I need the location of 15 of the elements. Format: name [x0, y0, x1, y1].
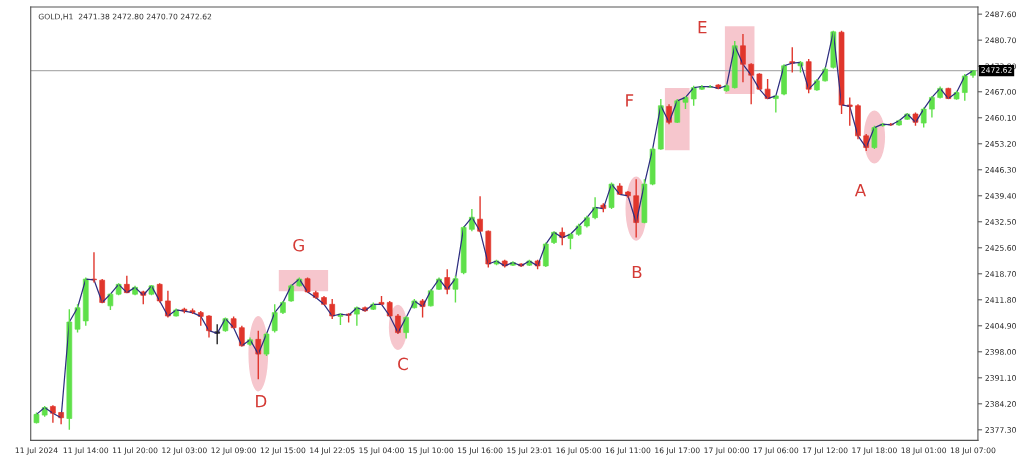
- candlestick: [608, 181, 615, 210]
- annotation: B: [632, 265, 642, 279]
- candlestick: [838, 30, 845, 115]
- annotation: C: [398, 357, 408, 371]
- candlestick: [920, 106, 927, 129]
- candlestick: [452, 274, 459, 304]
- annotation: E: [698, 21, 707, 34]
- candlestick: [871, 125, 878, 150]
- annotation: A: [854, 184, 867, 197]
- candlestick: [263, 331, 270, 357]
- annotation: G: [293, 238, 304, 252]
- candlestick: [846, 96, 853, 127]
- annotation: F: [626, 94, 634, 107]
- candlestick: [74, 303, 81, 334]
- annotation: D: [256, 395, 267, 408]
